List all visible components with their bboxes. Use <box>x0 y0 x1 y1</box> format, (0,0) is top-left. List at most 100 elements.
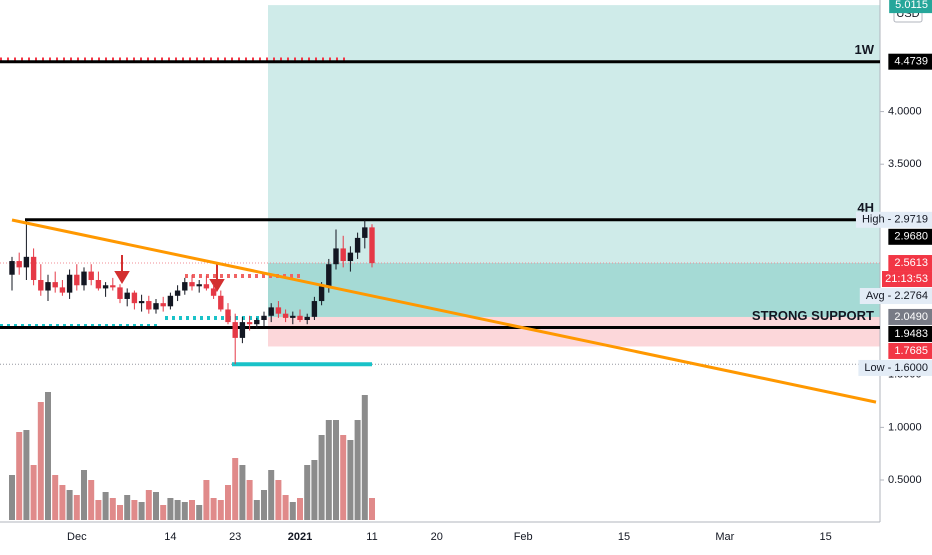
candle-body <box>59 287 66 293</box>
volume-bar <box>203 480 210 520</box>
candle-body <box>239 322 246 338</box>
volume-bar <box>30 465 37 520</box>
level-note: STRONG SUPPORT <box>752 308 874 323</box>
y-tick-label: 4.0000 <box>888 105 922 117</box>
price-label: 2.0490 <box>888 308 932 325</box>
candle-body <box>117 287 123 299</box>
price-label-text: 2.5613 <box>894 257 928 269</box>
candle-body <box>174 290 181 296</box>
candle-body <box>196 284 202 287</box>
x-tick-label: 11 <box>366 531 377 543</box>
candle-body <box>16 261 22 268</box>
price-label: 4.4739 <box>888 53 932 70</box>
volume-bar <box>289 502 296 520</box>
volume-bar <box>232 458 239 520</box>
price-label-text: 4.4739 <box>894 56 928 68</box>
volume-bar <box>174 500 181 520</box>
candle-body <box>326 264 332 287</box>
candle-body <box>203 284 210 289</box>
volume-bar <box>268 470 275 520</box>
volume-bar <box>304 465 311 520</box>
candle-body <box>153 303 159 310</box>
volume-bar <box>145 490 152 520</box>
candle-body <box>210 288 217 296</box>
candle-body <box>369 227 375 264</box>
volume-bar <box>196 505 203 520</box>
candle-body <box>318 286 325 302</box>
volume-bar <box>253 500 260 520</box>
volume-bar <box>189 500 195 520</box>
y-tick-label: 3.5000 <box>888 158 922 170</box>
candle-body <box>30 256 37 280</box>
volume-bar <box>354 420 361 520</box>
x-tick-label: 14 <box>164 531 176 543</box>
volume-bar <box>124 495 131 520</box>
volume-bar <box>246 480 253 520</box>
candle-body <box>110 285 116 288</box>
candle-body <box>38 280 44 291</box>
price-label-box <box>888 53 932 70</box>
volume-bar <box>347 440 354 520</box>
volume-bar <box>275 480 282 520</box>
candle-body <box>131 292 138 304</box>
candle-body <box>189 282 195 287</box>
candle-body <box>333 248 339 265</box>
volume-bar <box>23 430 30 520</box>
price-label-text: 2.9680 <box>894 231 928 243</box>
trendline <box>11 218 877 404</box>
volume-bar <box>210 498 217 520</box>
volume-bar <box>45 392 51 520</box>
x-tick-label: 20 <box>431 531 443 543</box>
candle-body <box>354 237 361 253</box>
price-label: 2.5613 21:13:53 <box>882 255 932 288</box>
volume-bar <box>325 420 332 520</box>
volume-bar <box>16 432 23 520</box>
price-label: Low - 1.6000 <box>858 359 932 376</box>
volume-bar <box>167 498 174 520</box>
signal-arrow <box>114 255 225 292</box>
candle-body <box>362 227 368 238</box>
volume-bar <box>102 492 109 520</box>
volume-bar <box>138 502 145 520</box>
candle-body <box>88 271 94 280</box>
candle-body <box>246 322 253 325</box>
y-tick-label: 0.5000 <box>888 474 922 486</box>
volume-bar <box>66 490 73 520</box>
candle-body <box>297 315 303 320</box>
candle-body <box>340 248 346 262</box>
y-tick-label: 1.0000 <box>888 421 922 433</box>
price-label-text: 5.0115 <box>895 0 928 11</box>
candle-body <box>268 307 274 316</box>
price-label-text: Low - 1.6000 <box>864 362 928 374</box>
candle-body <box>311 301 318 317</box>
volume-bar <box>153 492 159 520</box>
volume-bar <box>311 460 318 520</box>
candle-body <box>304 316 310 320</box>
candle-body <box>146 301 152 310</box>
position-zone <box>268 316 880 347</box>
position-zone <box>268 263 880 317</box>
candle-body <box>218 295 224 310</box>
price-label-text: 1.7685 <box>894 345 928 357</box>
volume-bar <box>225 485 231 520</box>
candle-body <box>23 256 30 268</box>
candle-body <box>124 292 130 299</box>
volume-bar <box>361 395 368 520</box>
volume-bar <box>9 475 15 520</box>
volume-bar <box>88 480 95 520</box>
x-tick-label: 15 <box>819 531 831 543</box>
price-label-box <box>888 255 932 272</box>
volume-bar <box>59 485 66 520</box>
volume-bar <box>340 435 347 520</box>
x-tick-label: Dec <box>67 531 87 543</box>
price-label: Avg - 2.2764 <box>859 288 932 305</box>
volume-bar <box>131 500 138 520</box>
candle-body <box>232 322 238 338</box>
price-label: High - 2.9719 <box>855 211 932 228</box>
volume-bar <box>297 498 303 520</box>
candle-body <box>102 285 109 289</box>
position-zone <box>268 5 880 317</box>
price-label-box <box>888 308 932 325</box>
